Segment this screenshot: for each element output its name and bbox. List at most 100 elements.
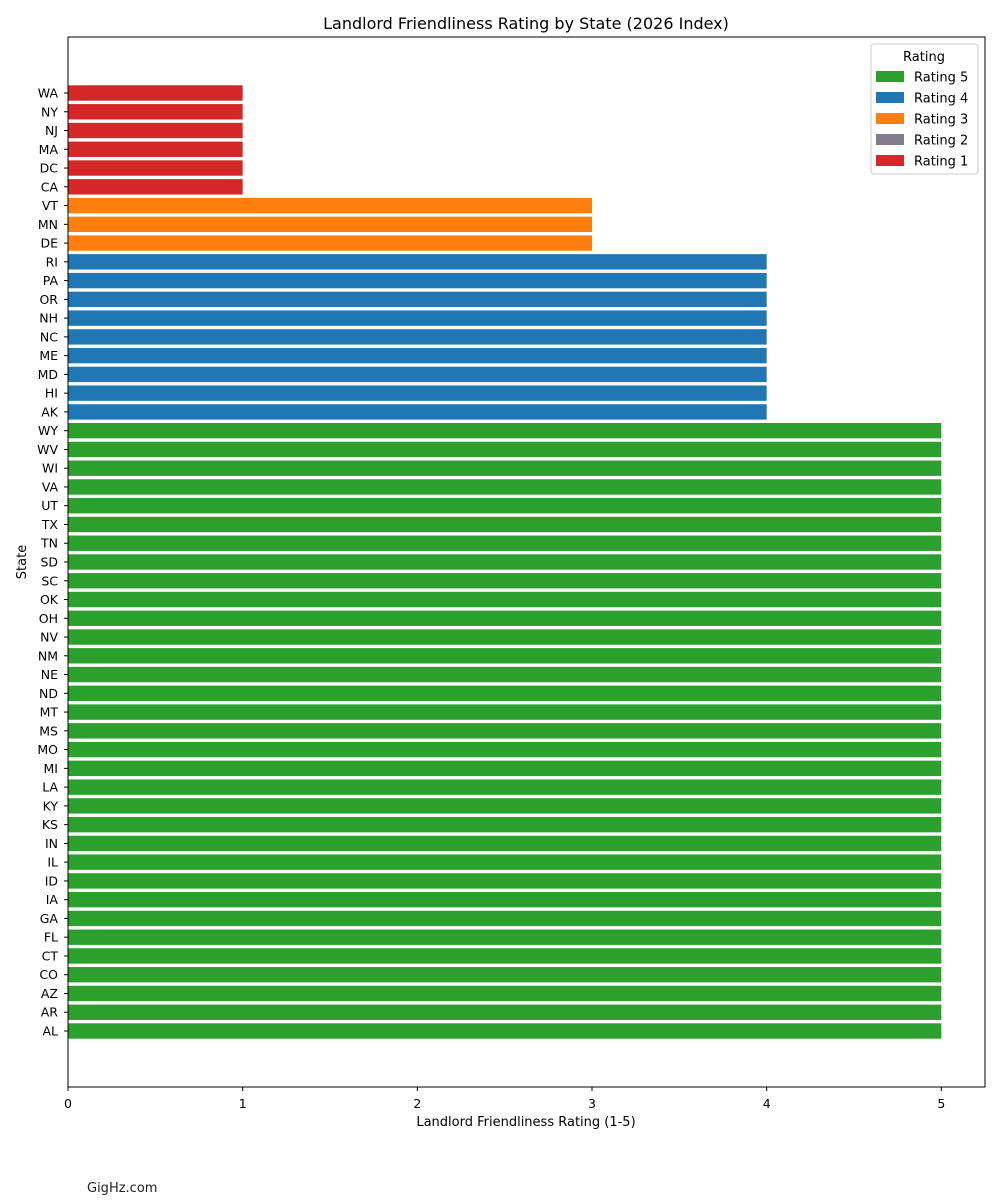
bar-dc [68,160,243,176]
bar-fl [68,929,942,945]
legend-label-rating-1: Rating 1 [914,155,968,170]
bar-az [68,985,942,1002]
bar-nm [68,648,942,664]
y-tick-label: MI [44,761,58,776]
legend: Rating Rating 5 Rating 4 Rating 3 Rating 2 R… [870,43,979,175]
bar-mt [68,704,942,720]
y-tick-label: MA [39,142,59,157]
y-tick-label: CO [39,967,58,982]
y-tick-label: MN [38,217,58,232]
legend-swatch-rating-4 [876,92,904,103]
y-tick-label: MD [38,367,58,382]
bar-ar [68,1004,942,1020]
x-tick-label: 3 [588,1096,596,1111]
bar-ne [68,666,942,683]
bar-ms [68,723,942,739]
bar-nc [68,329,767,345]
bars-layer [68,85,942,1039]
bar-ny [68,104,243,120]
bar-tn [68,535,942,551]
y-tick-label: NH [39,311,58,326]
legend-swatch-rating-1 [876,155,904,166]
legend-label-rating-5: Rating 5 [914,71,968,86]
bar-sd [68,554,942,570]
y-tick-label: GA [40,911,59,926]
bar-nd [68,685,942,702]
y-tick-label: LA [42,780,58,795]
y-tick-label: FL [44,930,58,945]
y-tick-label: KY [43,798,59,813]
bar-ok [68,591,942,608]
bar-ut [68,498,942,514]
bar-sc [68,573,942,589]
footer-credit: GigHz.com [87,1181,158,1196]
bar-hi [68,385,767,401]
legend-label-rating-4: Rating 4 [914,92,968,107]
x-tick-label: 4 [763,1096,771,1111]
y-tick-label: DC [40,161,59,176]
bar-md [68,366,767,383]
y-tick-label: PA [43,273,59,288]
x-axis: 0 1 2 3 4 5 [64,1087,945,1111]
legend-swatch-rating-3 [876,113,904,124]
y-tick-label: UT [41,498,58,513]
y-tick-label: DE [40,236,58,251]
y-tick-label: NJ [45,123,58,138]
bar-mo [68,741,942,758]
y-tick-label: AK [41,404,59,419]
y-tick-label: OR [39,292,58,307]
bar-ky [68,798,942,814]
y-tick-label: NY [41,104,58,119]
bar-mn [68,216,592,233]
bar-nj [68,122,243,139]
bar-nv [68,629,942,645]
bar-id [68,873,942,889]
y-tick-label: AR [41,1005,59,1020]
bar-il [68,854,942,870]
y-tick-label: IN [45,836,58,851]
x-axis-label: Landlord Friendliness Rating (1-5) [416,1115,635,1130]
y-tick-label: ME [39,348,58,363]
y-tick-label: KS [42,817,58,832]
y-tick-label: RI [46,254,58,269]
y-tick-label: SD [40,555,58,570]
y-tick-label: AL [42,1024,58,1039]
y-tick-label: MO [37,742,58,757]
y-tick-label: ID [45,873,58,888]
x-tick-label: 1 [239,1096,247,1111]
y-tick-label: NC [40,329,58,344]
y-axis: AL AR AZ CO CT FL GA IA ID IL IN KS KY LA MI MO MS MT ND NE… [37,86,68,1039]
y-tick-label: VA [42,479,59,494]
bar-ga [68,910,942,927]
bar-al [68,1023,942,1039]
legend-label-rating-2: Rating 2 [914,134,968,149]
bar-de [68,235,592,251]
legend-label-rating-3: Rating 3 [914,113,968,128]
bar-ma [68,141,243,157]
bar-la [68,779,942,795]
bar-ak [68,404,767,420]
legend-swatch-rating-2 [876,134,904,145]
y-tick-label: MT [40,705,59,720]
y-tick-label: NV [40,630,58,645]
bar-mi [68,760,942,777]
x-tick-label: 5 [937,1096,945,1111]
bar-pa [68,272,767,289]
y-tick-label: ND [39,686,58,701]
y-tick-label: CA [41,179,59,194]
bar-wi [68,460,942,476]
y-tick-label: OK [40,592,59,607]
y-tick-label: CT [42,948,59,963]
bar-tx [68,516,942,533]
y-tick-label: SC [41,573,58,588]
y-tick-label: IL [47,855,58,870]
y-tick-label: NM [38,648,58,663]
y-tick-label: MS [39,723,58,738]
y-tick-label: TN [40,536,58,551]
y-tick-label: WA [38,86,59,101]
bar-or [68,291,767,308]
legend-title: Rating [903,50,945,65]
y-axis-label: State [15,545,30,579]
bar-va [68,479,942,495]
